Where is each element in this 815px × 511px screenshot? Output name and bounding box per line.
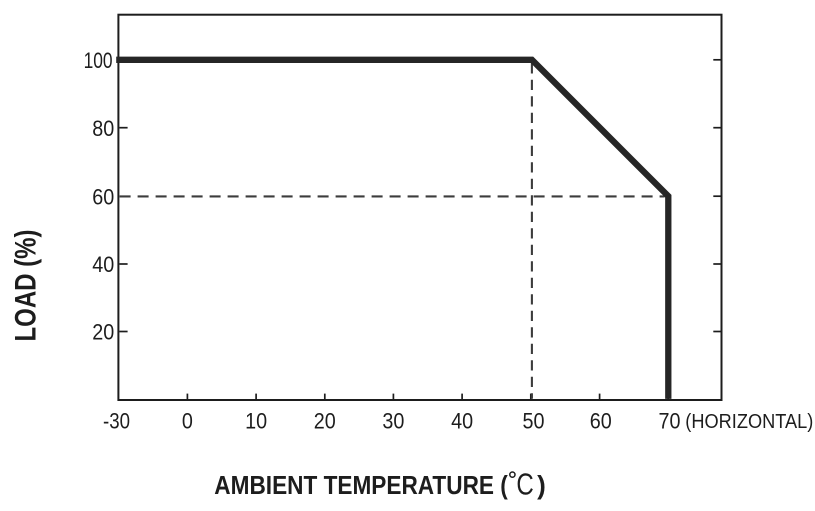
- svg-text:0: 0: [182, 408, 193, 433]
- svg-text:30: 30: [382, 408, 404, 433]
- svg-text:40: 40: [92, 252, 114, 277]
- svg-text:): ): [537, 470, 546, 500]
- svg-text:60: 60: [92, 184, 114, 209]
- svg-text:(HORIZONTAL): (HORIZONTAL): [685, 411, 813, 433]
- svg-text:-30: -30: [103, 408, 130, 433]
- svg-text:80: 80: [92, 116, 114, 141]
- svg-text:20: 20: [92, 320, 114, 345]
- svg-text:C: C: [516, 466, 533, 501]
- svg-text:AMBIENT TEMPERATURE (: AMBIENT TEMPERATURE (: [214, 470, 508, 500]
- svg-text:100: 100: [84, 48, 113, 73]
- svg-text:LOAD (%): LOAD (%): [9, 230, 42, 342]
- svg-text:20: 20: [314, 408, 336, 433]
- svg-text:40: 40: [451, 408, 473, 433]
- svg-text:50: 50: [523, 408, 545, 433]
- svg-text:70: 70: [659, 408, 681, 433]
- svg-text:60: 60: [590, 408, 612, 433]
- svg-text:10: 10: [245, 408, 267, 433]
